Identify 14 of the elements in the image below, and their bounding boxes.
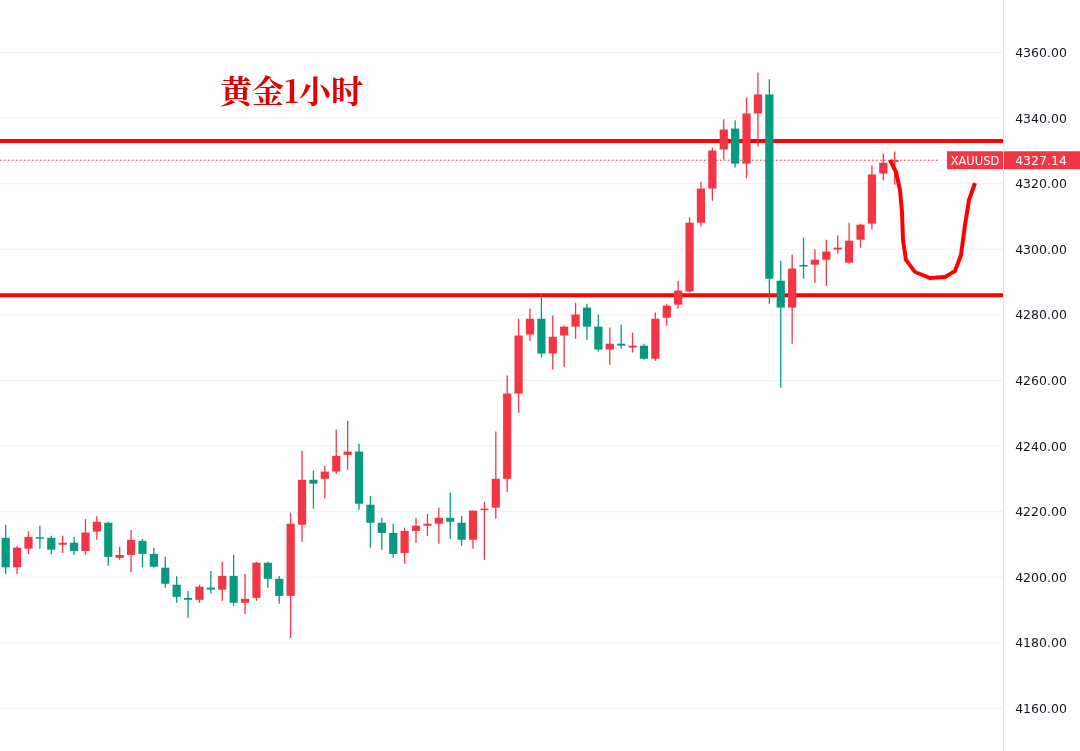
y-tick-label: 4327.14 [1015, 152, 1067, 168]
y-tick-label: 4180.00 [1015, 635, 1067, 651]
y-tick-label: 4220.00 [1015, 504, 1067, 520]
y-tick-label: 4280.00 [1015, 307, 1067, 323]
y-tick-label: 4340.00 [1015, 110, 1067, 126]
ref-line-label: XAUUSD [950, 153, 1000, 168]
y-tick-label: 4200.00 [1015, 569, 1067, 585]
y-tick-label: 4300.00 [1015, 241, 1067, 257]
y-tick-label: 4240.00 [1015, 438, 1067, 454]
text: 黄金1小时 [220, 66, 363, 112]
y-tick-label: 4320.00 [1015, 176, 1067, 192]
y-tick-label: 4360.00 [1015, 44, 1067, 60]
y-tick-label: 4160.00 [1015, 700, 1067, 716]
y-tick-label: 4260.00 [1015, 372, 1067, 388]
